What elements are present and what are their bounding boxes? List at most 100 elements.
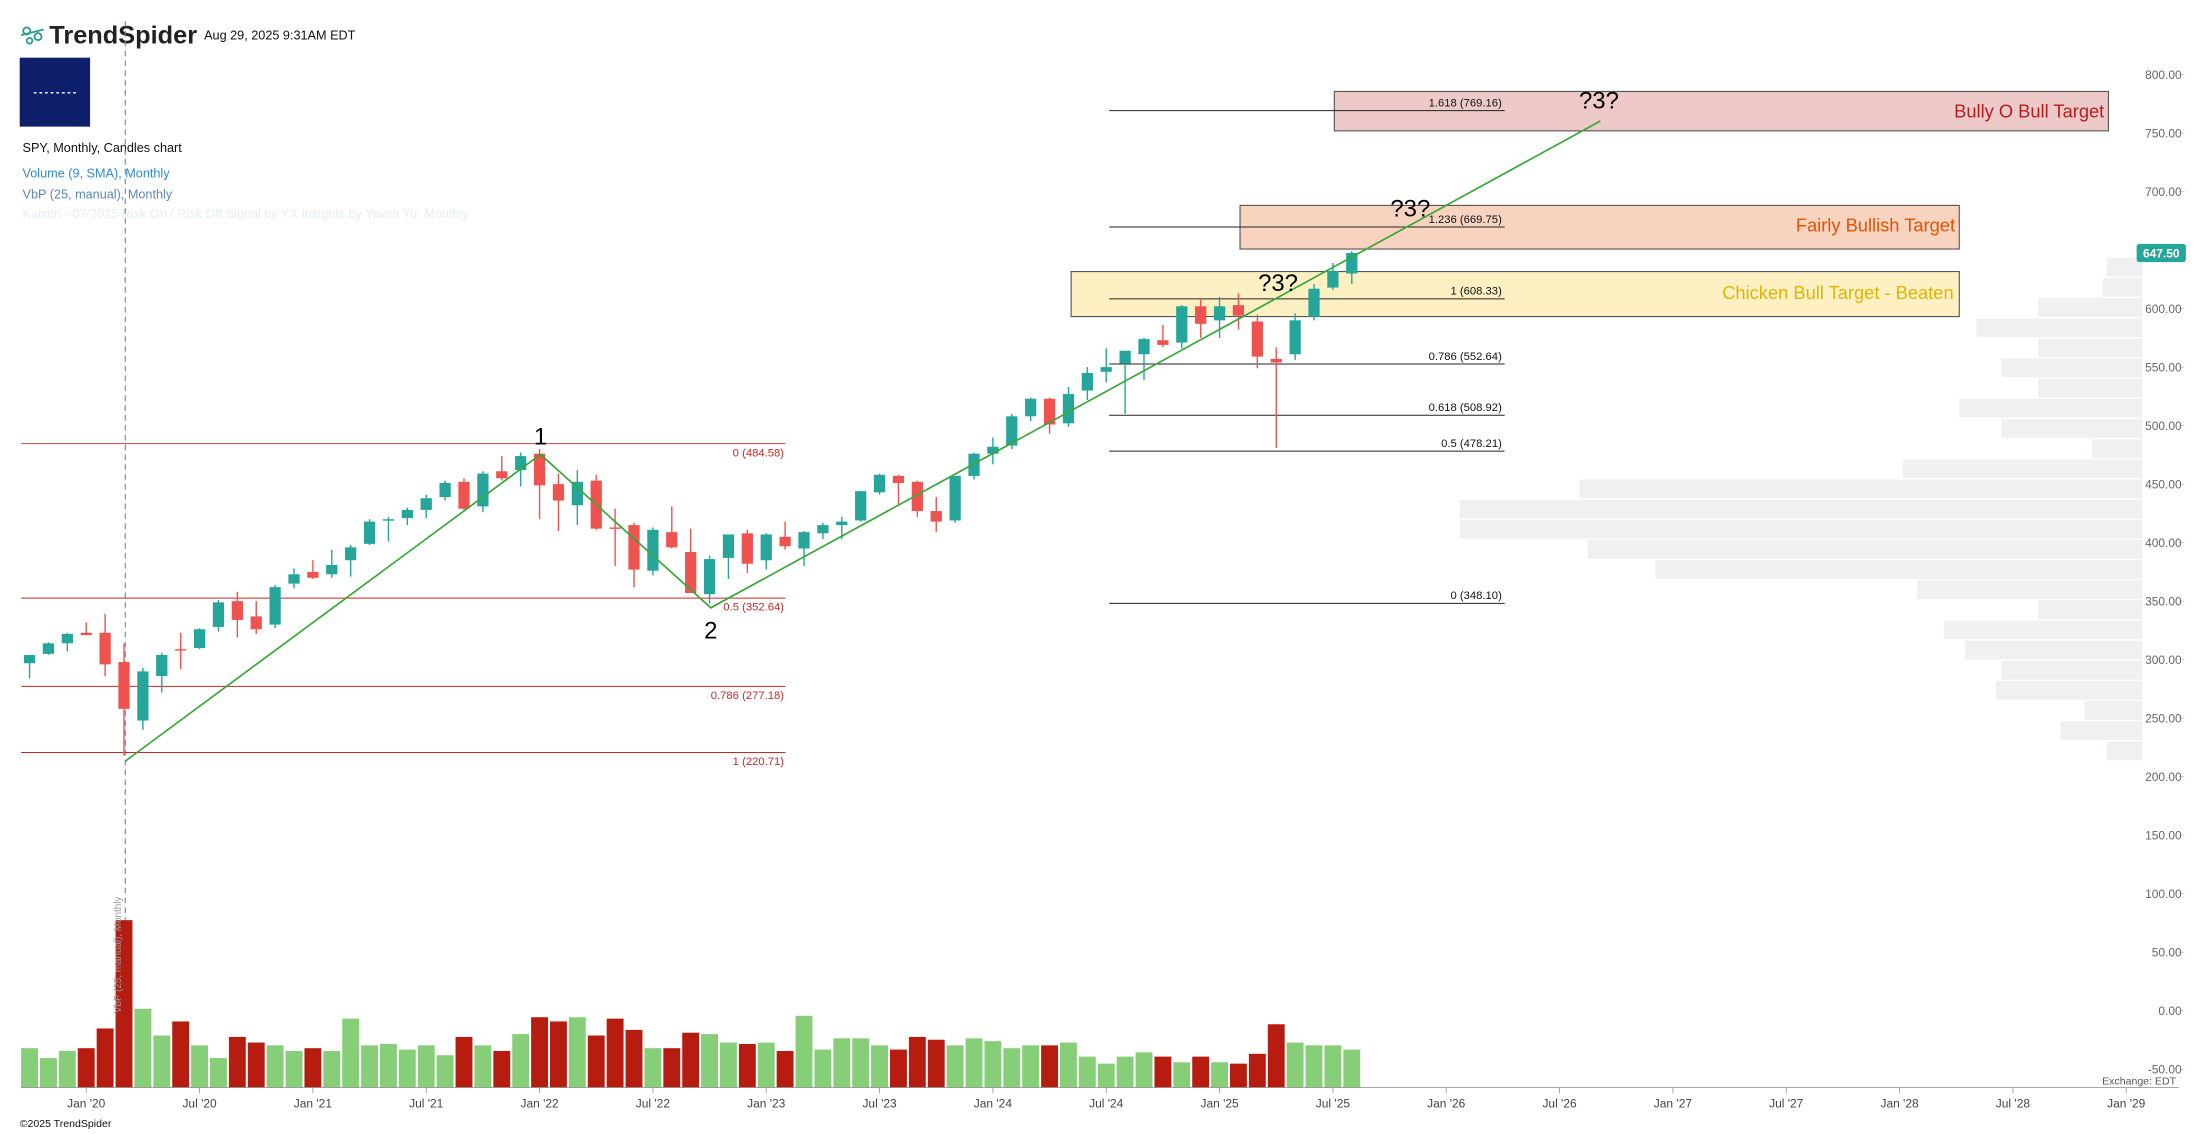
volume-bar — [1248, 1053, 1266, 1088]
volume-bar — [890, 1049, 907, 1088]
candle-body — [23, 655, 36, 664]
candle-body — [817, 525, 829, 534]
volume-bar — [795, 1015, 813, 1088]
candle-body — [779, 536, 791, 547]
target-label: Chicken Bull Target - Beaten — [1722, 282, 1953, 303]
volume-bar — [1230, 1063, 1247, 1088]
candle-body — [1081, 372, 1093, 391]
volume-bar — [474, 1045, 492, 1088]
x-tick-label: Jan '24 — [974, 1096, 1013, 1110]
vbp-bar — [1995, 680, 2143, 700]
volume-bar — [1286, 1042, 1304, 1088]
candle-body — [666, 532, 678, 548]
y-tick-label: 250.00 — [2145, 711, 2182, 725]
volume-bar — [757, 1042, 775, 1088]
fib-label: 1.618 (769.16) — [1429, 97, 1502, 109]
candle-body — [798, 532, 810, 549]
x-tick-label: Jul '24 — [1089, 1096, 1124, 1110]
candle-body — [1289, 320, 1301, 355]
vbp-bar — [2091, 439, 2143, 458]
trend-line — [124, 120, 1601, 762]
vbp-bar — [2001, 660, 2143, 680]
candle-body — [250, 616, 262, 630]
candle-body — [1062, 394, 1075, 424]
candle-body — [1251, 321, 1263, 357]
candle-body — [1043, 398, 1056, 425]
candle-body — [685, 552, 697, 593]
vbp-bar — [2038, 338, 2143, 358]
candle-body — [477, 473, 489, 507]
exchange-label: Exchange: EDT — [2102, 1076, 2176, 1088]
volume-bar — [77, 1048, 95, 1088]
candle-body — [212, 602, 225, 627]
candle-body — [118, 662, 130, 709]
vbp-bar — [2038, 378, 2143, 398]
candle-body — [401, 509, 413, 519]
y-tick-label: 350.00 — [2145, 594, 2182, 608]
vbp-bar — [1943, 620, 2143, 640]
volume-bar — [701, 1034, 719, 1088]
x-tick-label: Jan '20 — [67, 1096, 106, 1110]
volume-bar — [587, 1035, 605, 1088]
fib-label: 0.786 (552.64) — [1429, 351, 1502, 363]
volume-bar — [1267, 1024, 1285, 1088]
candle-body — [269, 587, 281, 625]
vbp-bar — [2102, 277, 2143, 297]
candle-body — [968, 453, 980, 476]
volume-bar — [1041, 1045, 1059, 1088]
volume-bar — [398, 1049, 416, 1088]
candle-body — [61, 633, 73, 644]
candle-body — [1195, 306, 1207, 324]
indicator-label[interactable]: VbP (25, manual), Monthly — [23, 187, 173, 201]
candle-body — [855, 491, 867, 521]
candle-body — [1157, 340, 1169, 345]
candle-body — [1138, 339, 1150, 355]
volume-bar — [380, 1043, 397, 1088]
y-tick-label: 600.00 — [2145, 302, 2182, 316]
annotation: ?3? — [1579, 87, 1619, 114]
candle-body — [609, 527, 621, 529]
vbp-bar — [2084, 701, 2143, 720]
y-tick-label: 450.00 — [2145, 477, 2182, 491]
volume-bar — [58, 1050, 76, 1088]
candle-body — [722, 534, 735, 558]
volume-bar — [323, 1050, 341, 1088]
candle-body — [420, 498, 432, 510]
candle-body — [571, 481, 583, 506]
indicator-label[interactable]: Kaizen - 07/2025 Risk On / Risk Off Sign… — [23, 207, 470, 221]
candle-body — [42, 643, 55, 654]
y-tick-label: 750.00 — [2145, 126, 2182, 140]
y-tick-label: 700.00 — [2145, 185, 2182, 199]
volume-bar — [531, 1017, 549, 1088]
y-tick-label: 550.00 — [2145, 360, 2182, 374]
candle-body — [137, 671, 149, 721]
candle-body — [307, 571, 319, 578]
annotation: ?3? — [1258, 270, 1298, 297]
candle-body — [628, 525, 640, 570]
y-tick-label: 200.00 — [2145, 770, 2182, 784]
candle-body — [288, 574, 300, 584]
candle-body — [760, 534, 772, 561]
indicator-label[interactable]: Volume (9, SMA), Monthly — [23, 166, 171, 180]
x-tick-label: Jul '26 — [1542, 1096, 1577, 1110]
volume-bar — [1022, 1045, 1040, 1088]
volume-bar — [455, 1036, 473, 1088]
volume-bar — [512, 1034, 530, 1088]
volume-bar — [134, 1008, 152, 1088]
volume-bar — [40, 1058, 57, 1088]
candle-body — [496, 471, 508, 479]
candle-body — [930, 511, 942, 522]
volume-bar — [1305, 1045, 1323, 1088]
vbp-bar — [2001, 358, 2143, 378]
wave-label: 1 — [534, 424, 547, 451]
volume-bar — [1192, 1056, 1210, 1088]
target-label: Fairly Bullish Target — [1796, 214, 1955, 235]
volume-bar — [927, 1039, 945, 1088]
volume-bar — [172, 1021, 190, 1088]
volume-bar — [814, 1049, 832, 1088]
candle-body — [1346, 253, 1358, 274]
vbp-bar — [1655, 560, 2143, 579]
volume-bar — [568, 1017, 586, 1088]
